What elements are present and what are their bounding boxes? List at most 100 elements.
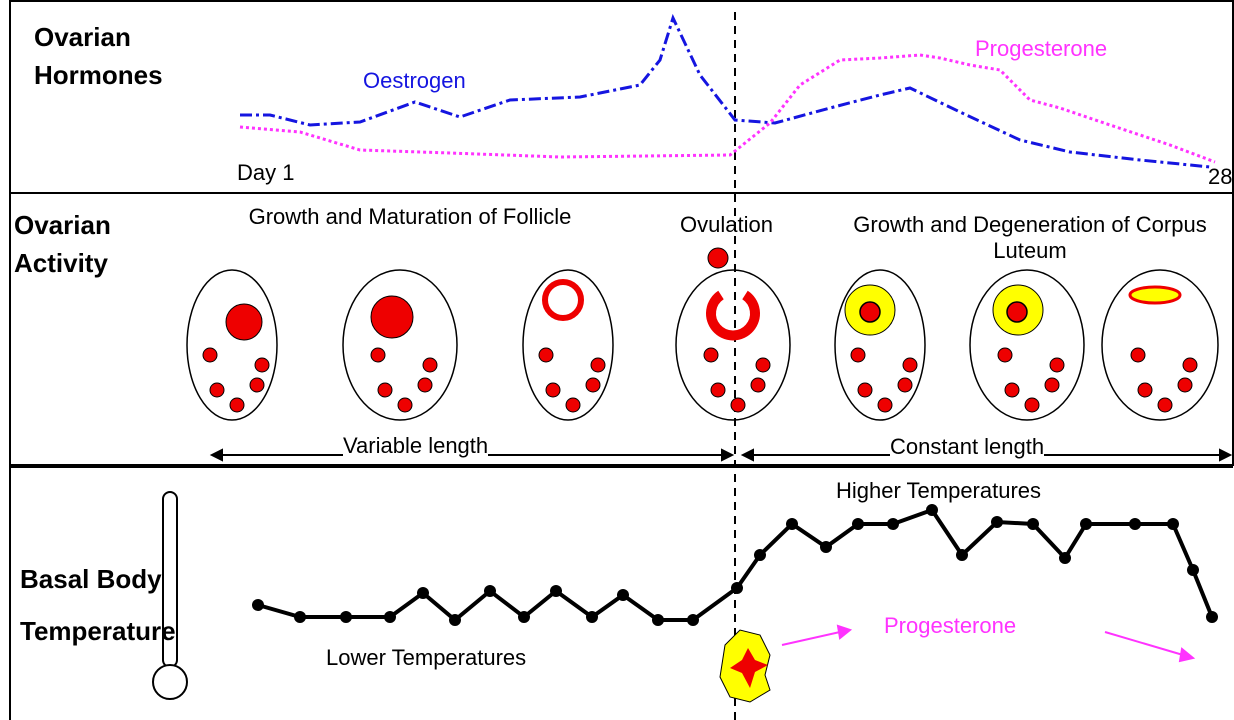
- progesterone-curve: [239, 53, 1216, 164]
- follicle: [422, 357, 438, 373]
- follicle: [1182, 357, 1198, 373]
- follicle: [857, 382, 873, 398]
- follicle: [202, 347, 218, 363]
- temperature-point: [384, 611, 396, 623]
- follicle: [565, 397, 581, 413]
- oestrogen-label: Oestrogen: [363, 68, 466, 93]
- ovary: [1101, 269, 1219, 421]
- temperature-point: [786, 518, 798, 530]
- follicle: [590, 357, 606, 373]
- follicle: [1004, 382, 1020, 398]
- temperature-point: [617, 589, 629, 601]
- follicle: [750, 377, 766, 393]
- progesterone-arrows: [781, 624, 1196, 663]
- follicle: [902, 357, 918, 373]
- temperature-point: [926, 504, 938, 516]
- ovulation-label: Ovulation: [680, 212, 773, 237]
- follicle: [755, 357, 771, 373]
- temperature-point: [1059, 552, 1071, 564]
- ovum: [707, 247, 729, 269]
- ovary: [186, 269, 278, 421]
- temperature-point: [1187, 564, 1199, 576]
- temperature-point: [1167, 518, 1179, 530]
- follicle: [730, 397, 746, 413]
- follicle: [1024, 397, 1040, 413]
- follicle: [229, 397, 245, 413]
- temperature-point: [754, 549, 766, 561]
- temperature-point: [449, 614, 461, 626]
- temperature-point: [820, 541, 832, 553]
- follicle: [254, 357, 270, 373]
- progesterone-label: Progesterone: [975, 36, 1108, 61]
- day-end: 28: [1208, 164, 1233, 189]
- hormones-title: Ovarian Hormones: [34, 22, 163, 90]
- temperature-point: [1027, 518, 1039, 530]
- follicle: [1049, 357, 1065, 373]
- temperature-point: [550, 585, 562, 597]
- temperature-point: [1129, 518, 1141, 530]
- corpus-core: [859, 301, 881, 323]
- follicle: [585, 377, 601, 393]
- temperature-point: [652, 614, 664, 626]
- temperature-point: [956, 549, 968, 561]
- follicle: [877, 397, 893, 413]
- main-follicle: [370, 295, 414, 339]
- follicle: [377, 382, 393, 398]
- follicle: [397, 397, 413, 413]
- temperature-point: [991, 516, 1003, 528]
- temperature-title: Basal Body Temperature: [20, 564, 176, 646]
- activity-title: Ovarian Activity: [14, 210, 111, 278]
- corpus-albicans: [1128, 285, 1182, 305]
- ripe-follicle: [542, 279, 584, 321]
- variable-label: Variable length: [343, 433, 489, 459]
- ovary: [834, 269, 926, 421]
- temperature-point: [687, 614, 699, 626]
- oestrogen-curve: [240, 13, 1211, 169]
- constant-label: Constant length: [890, 434, 1045, 460]
- thermometer: [152, 491, 188, 700]
- temperature-point: [852, 518, 864, 530]
- follicle: [370, 347, 386, 363]
- main-follicle: [225, 303, 263, 341]
- temperature-point: [484, 585, 496, 597]
- temperature-point: [340, 611, 352, 623]
- follicle: [1157, 397, 1173, 413]
- day-start: Day 1: [237, 160, 295, 185]
- temperature-point: [294, 611, 306, 623]
- follicle: [710, 382, 726, 398]
- follicle: [209, 382, 225, 398]
- lower-label: Lower Temperatures: [326, 645, 527, 670]
- ovary: [342, 269, 458, 421]
- ovary: [522, 269, 614, 421]
- temperature-point: [1080, 518, 1092, 530]
- follicle: [249, 377, 265, 393]
- corpus-core: [730, 648, 768, 688]
- panel-borders: [9, 0, 1234, 720]
- ovary: [969, 269, 1085, 421]
- follicle: [1130, 347, 1146, 363]
- temperature-points: [252, 504, 1218, 626]
- follicle: [997, 347, 1013, 363]
- ruptured-follicle: [706, 290, 760, 341]
- temperature-point: [1206, 611, 1218, 623]
- ovaries: [186, 269, 1219, 421]
- temperature-point: [417, 587, 429, 599]
- ovary: [675, 269, 791, 421]
- follicle: [897, 377, 913, 393]
- temperature-point: [586, 611, 598, 623]
- corpus-core: [1006, 301, 1028, 323]
- follicle: [538, 347, 554, 363]
- follicle: [1137, 382, 1153, 398]
- follicle: [1177, 377, 1193, 393]
- corpus-label: Growth and Degeneration of Corpus Luteum: [853, 212, 1207, 263]
- temperature-point: [252, 599, 264, 611]
- follicle: [545, 382, 561, 398]
- follicle: [417, 377, 433, 393]
- follicle: [1044, 377, 1060, 393]
- follicle: [850, 347, 866, 363]
- temp-progesterone-label: Progesterone: [884, 613, 1017, 638]
- temperature-point: [887, 518, 899, 530]
- temperature-point: [731, 582, 743, 594]
- follicle-label: Growth and Maturation of Follicle: [248, 204, 572, 229]
